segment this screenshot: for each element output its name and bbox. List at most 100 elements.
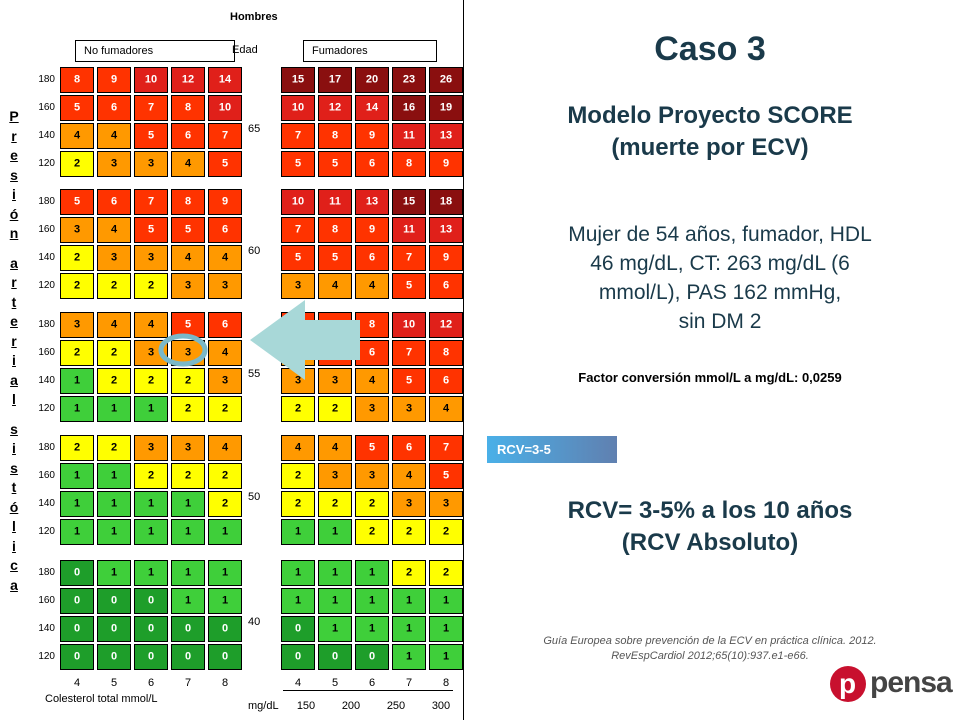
risk-value: 3 xyxy=(73,318,81,331)
risk-value: 4 xyxy=(221,441,229,454)
risk-value: 1 xyxy=(294,566,302,579)
risk-cell: 0 xyxy=(97,588,131,614)
risk-cell: 10 xyxy=(208,95,242,121)
risk-cell: 3 xyxy=(171,273,205,299)
vertical-label-letter: a xyxy=(10,371,18,388)
risk-cell: 5 xyxy=(281,245,315,271)
risk-value: 7 xyxy=(405,346,413,359)
risk-value: 7 xyxy=(294,223,302,236)
bp-label: 140 xyxy=(38,130,55,141)
risk-value: 3 xyxy=(368,402,376,415)
risk-value: 1 xyxy=(184,594,192,607)
cholesterol-axis-label: Colesterol total mmol/L xyxy=(45,693,158,705)
risk-value: 2 xyxy=(368,497,376,510)
vertical-label-letter: i xyxy=(12,440,16,456)
risk-cell: 0 xyxy=(355,644,389,670)
risk-cell: 2 xyxy=(134,368,168,394)
bp-label: 180 xyxy=(38,74,55,85)
reference-line-2: RevEspCardiol 2012;65(10):937.e1-e66. xyxy=(611,650,809,662)
risk-value: 1 xyxy=(294,525,302,538)
risk-cell: 4 xyxy=(97,217,131,243)
risk-value: 1 xyxy=(73,497,81,510)
risk-cell: 2 xyxy=(392,560,426,586)
risk-value: 3 xyxy=(405,402,413,415)
risk-cell: 2 xyxy=(318,396,352,422)
pensa-logo: p pensa xyxy=(830,664,953,704)
vertical-label-letter: c xyxy=(10,557,18,573)
risk-value: 1 xyxy=(221,566,229,579)
risk-value: 4 xyxy=(184,251,192,264)
risk-value: 4 xyxy=(221,346,229,359)
risk-value: 0 xyxy=(331,650,339,663)
risk-cell: 2 xyxy=(60,273,94,299)
risk-cell: 10 xyxy=(281,95,315,121)
risk-cell: 3 xyxy=(392,491,426,517)
risk-cell: 12 xyxy=(318,95,352,121)
risk-cell: 1 xyxy=(208,519,242,545)
risk-cell: 6 xyxy=(171,123,205,149)
risk-cell: 4 xyxy=(171,151,205,177)
risk-cell: 2 xyxy=(60,245,94,271)
risk-cell: 7 xyxy=(281,217,315,243)
risk-value: 1 xyxy=(73,525,81,538)
risk-cell: 5 xyxy=(281,151,315,177)
risk-value: 1 xyxy=(147,402,155,415)
risk-value: 10 xyxy=(291,195,305,208)
risk-cell: 20 xyxy=(355,67,389,93)
risk-value: 1 xyxy=(405,650,413,663)
vertical-label-letter: n xyxy=(9,225,19,241)
risk-value: 3 xyxy=(442,497,450,510)
risk-value: 1 xyxy=(221,525,229,538)
risk-cell: 3 xyxy=(355,396,389,422)
risk-cell: 10 xyxy=(392,312,426,338)
risk-value: 1 xyxy=(147,497,155,510)
vertical-label-letter: e xyxy=(10,313,18,329)
risk-cell: 0 xyxy=(60,588,94,614)
risk-value: 3 xyxy=(184,441,192,454)
bp-label: 160 xyxy=(38,347,55,358)
risk-value: 16 xyxy=(402,101,416,114)
reference-line-1: Guía Europea sobre prevención de la ECV … xyxy=(543,635,877,647)
risk-cell: 1 xyxy=(134,560,168,586)
risk-cell: 6 xyxy=(97,95,131,121)
bp-label: 120 xyxy=(38,280,55,291)
risk-cell: 2 xyxy=(97,435,131,461)
cholesterol-tick: 5 xyxy=(331,677,339,689)
risk-cell: 9 xyxy=(429,151,463,177)
age-label: 50 xyxy=(248,491,261,503)
age-label: 40 xyxy=(248,616,261,628)
vertical-label-letter: P xyxy=(9,108,19,124)
vertical-label-letter: t xyxy=(11,293,17,310)
risk-cell: 2 xyxy=(171,463,205,489)
risk-cell: 3 xyxy=(355,463,389,489)
vertical-label-letter: s xyxy=(10,166,18,183)
risk-cell: 26 xyxy=(429,67,463,93)
risk-value: 4 xyxy=(331,441,339,454)
risk-value: 1 xyxy=(331,566,339,579)
risk-value: 2 xyxy=(147,469,155,482)
risk-value: 4 xyxy=(110,318,118,331)
risk-value: 6 xyxy=(110,101,118,114)
risk-cell: 6 xyxy=(355,151,389,177)
risk-cell: 0 xyxy=(97,644,131,670)
risk-cell: 0 xyxy=(208,644,242,670)
bp-label: 140 xyxy=(38,623,55,634)
risk-value: 0 xyxy=(147,594,155,607)
risk-cell: 1 xyxy=(429,616,463,642)
vertical-label-letter: a xyxy=(10,576,18,593)
risk-value: 7 xyxy=(405,251,413,264)
risk-cell: 9 xyxy=(429,245,463,271)
risk-value: 5 xyxy=(221,157,229,170)
result: RCV= 3-5% a los 10 años (RCV Absoluto) xyxy=(480,495,940,559)
cholesterol-tick: 6 xyxy=(147,677,155,689)
risk-cell: 16 xyxy=(392,95,426,121)
risk-value: 7 xyxy=(294,129,302,142)
risk-cell: 8 xyxy=(318,123,352,149)
risk-cell: 3 xyxy=(97,245,131,271)
risk-value: 5 xyxy=(294,251,302,264)
risk-value: 0 xyxy=(368,650,376,663)
risk-cell: 2 xyxy=(60,340,94,366)
age-label: 60 xyxy=(248,245,261,257)
bp-label: 160 xyxy=(38,470,55,481)
risk-cell: 4 xyxy=(318,435,352,461)
